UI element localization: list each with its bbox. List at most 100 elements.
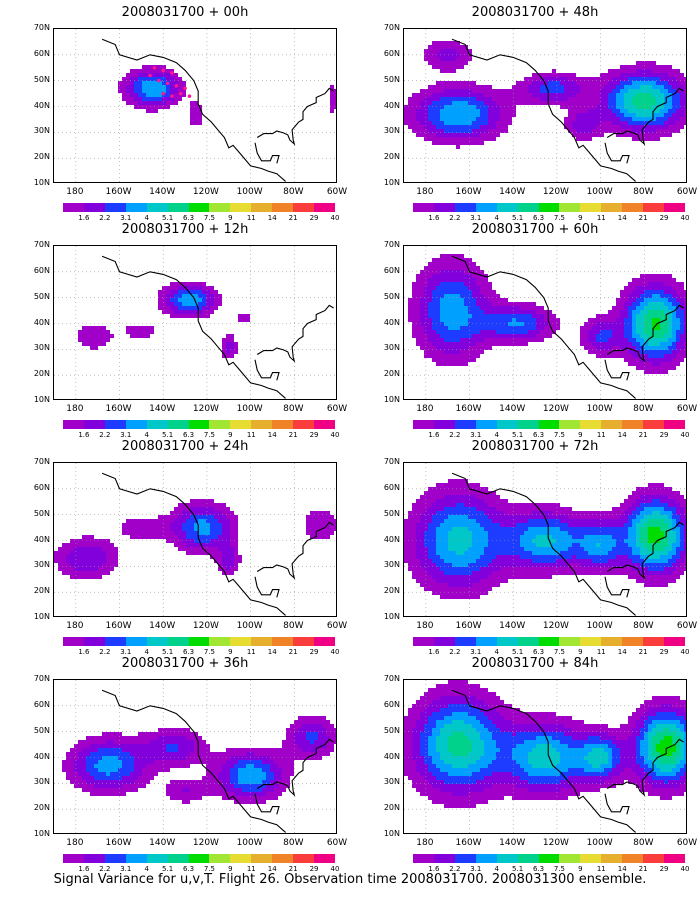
variance-cell — [668, 85, 672, 89]
variance-cell — [496, 302, 500, 306]
variance-cell — [668, 302, 672, 306]
variance-cell — [74, 559, 78, 563]
variance-cell — [302, 720, 306, 724]
variance-cell — [154, 105, 158, 109]
variance-cell — [448, 69, 452, 73]
lat-tick-label: 70N — [33, 23, 50, 32]
variance-cell — [170, 531, 174, 535]
variance-cell — [580, 539, 584, 543]
variance-cell — [412, 523, 416, 527]
variance-cell — [532, 519, 536, 523]
variance-cell — [536, 334, 540, 338]
variance-cell — [456, 101, 460, 105]
variance-cell — [334, 101, 336, 105]
variance-cell — [608, 543, 612, 547]
variance-cell — [178, 298, 182, 302]
variance-cell — [464, 527, 468, 531]
variance-cell — [74, 555, 78, 559]
variance-cell — [78, 559, 82, 563]
variance-cell — [616, 555, 620, 559]
variance-cell — [576, 97, 580, 101]
variance-cell — [592, 89, 596, 93]
variance-cell — [664, 334, 668, 338]
variance-cell — [424, 527, 428, 531]
variance-cell — [672, 298, 676, 302]
variance-cell — [620, 555, 624, 559]
variance-cell — [500, 298, 504, 302]
variance-cell — [680, 531, 684, 535]
variance-cell — [660, 370, 664, 374]
variance-cell — [436, 45, 440, 49]
variance-cell — [624, 302, 628, 306]
variance-cell — [444, 511, 448, 515]
variance-cell — [612, 559, 616, 563]
variance-cell — [640, 523, 644, 527]
variance-cell — [178, 543, 182, 547]
colorbar-swatch — [454, 203, 476, 212]
variance-cell — [672, 326, 676, 330]
variance-cell — [460, 113, 464, 117]
variance-cell — [472, 262, 476, 266]
variance-cell — [178, 290, 182, 294]
variance-cell — [632, 575, 636, 579]
variance-cell — [680, 515, 684, 519]
variance-cell — [524, 310, 528, 314]
variance-cell — [680, 81, 684, 85]
variance-cell — [492, 326, 496, 330]
variance-cell — [464, 575, 468, 579]
variance-cell — [564, 511, 568, 515]
variance-cell — [496, 571, 500, 575]
variance-cell — [568, 77, 572, 81]
variance-cell — [436, 85, 440, 89]
variance-cell — [672, 499, 676, 503]
variance-cell — [652, 73, 656, 77]
variance-cell — [560, 515, 564, 519]
variance-cell — [190, 105, 194, 109]
variance-cell — [464, 129, 468, 133]
variance-cell — [460, 45, 464, 49]
variance-cell — [636, 338, 640, 342]
variance-cell — [206, 290, 210, 294]
variance-cell — [488, 563, 492, 567]
variance-cell — [130, 330, 134, 334]
variance-cell — [540, 551, 544, 555]
variance-cell — [588, 85, 592, 89]
variance-cell — [620, 326, 624, 330]
variance-cell — [572, 101, 576, 105]
variance-cell — [652, 306, 656, 310]
variance-cell — [202, 298, 206, 302]
variance-cell — [468, 278, 472, 282]
variance-cell — [580, 113, 584, 117]
variance-cell — [444, 286, 448, 290]
variance-cell — [680, 310, 684, 314]
variance-cell — [612, 101, 616, 105]
variance-cell — [78, 338, 82, 342]
variance-cell — [412, 117, 416, 121]
variance-cell — [314, 527, 318, 531]
variance-cell — [174, 294, 178, 298]
variance-cell — [656, 326, 660, 330]
variance-cell — [668, 306, 672, 310]
variance-cell — [636, 487, 640, 491]
variance-cell — [608, 555, 612, 559]
colorbar-label: 2.2 — [99, 431, 111, 439]
variance-cell — [616, 571, 620, 575]
variance-cell — [672, 310, 676, 314]
variance-cell — [600, 109, 604, 113]
variance-cell — [604, 519, 608, 523]
variance-cell — [516, 519, 520, 523]
variance-cell — [660, 302, 664, 306]
variance-cell — [420, 298, 424, 302]
variance-cell — [440, 262, 444, 266]
variance-cell — [504, 330, 508, 334]
variance-cell — [472, 81, 476, 85]
variance-cell — [214, 298, 218, 302]
variance-cell — [532, 527, 536, 531]
variance-cell — [448, 575, 452, 579]
variance-cell — [612, 527, 616, 531]
colorbar-swatch — [559, 637, 581, 646]
variance-cell — [408, 555, 412, 559]
variance-cell — [524, 507, 528, 511]
variance-cell — [424, 298, 428, 302]
variance-cell — [452, 563, 456, 567]
